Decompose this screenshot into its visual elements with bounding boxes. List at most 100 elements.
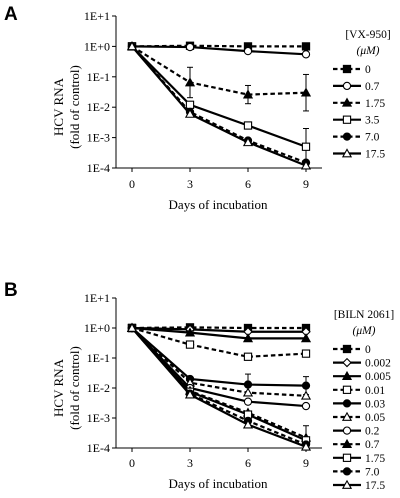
panel-b-data-point (242, 419, 254, 429)
panel-b-y-label-line-1: HCV RNA (51, 358, 66, 417)
panel-a-y-ticks: 1E+1 1E+0 1E-1 1E-2 1E-3 1E-4 (84, 9, 116, 175)
panel-a-data-point (301, 42, 311, 51)
panel-a-data-point (301, 50, 311, 59)
panel-b-series-line (131, 326, 307, 358)
panel-b-legend-item-0.005: 0.005 (333, 370, 391, 383)
panel-b-y-tick-label: 1E+1 (84, 291, 110, 305)
panel-a-y-tick-label: 1E-1 (87, 70, 110, 84)
panel-b-legend-label: 7.0 (365, 466, 380, 478)
panel-b-data-point (184, 327, 196, 337)
panel-b-series-17.5 (126, 322, 312, 451)
panel-b-data-point (126, 322, 138, 332)
panel-b-legend-item-17.5: 17.5 (333, 479, 385, 492)
panel-b-data-point (300, 333, 312, 343)
panel-b-data-point (243, 352, 253, 361)
panel-b-x-tick-label: 6 (245, 456, 251, 470)
panel-a-legend-label: 17.5 (365, 149, 385, 161)
panel-a-series-line (131, 45, 307, 148)
panel-a-x-ticks: 0 3 6 9 (129, 168, 309, 191)
panel-b-legend-marker (342, 344, 352, 354)
panel-a-series-3.5 (127, 42, 311, 166)
panel-a-series-line (131, 45, 307, 96)
panel-b-legend-label: 0.01 (365, 385, 385, 397)
panel-b-y-ticks: 1E+1 1E+0 1E-1 1E-2 1E-3 1E-4 (84, 291, 116, 455)
panel-b-legend-title-line-1: [BILN 2061] (334, 309, 394, 321)
panel-b-legend-title-line-2: (μM) (352, 325, 375, 337)
panel-a-y-tick-label: 1E-4 (87, 161, 110, 175)
panel-b-data-point (185, 340, 195, 349)
panel-b-legend-item-0.03: 0.03 (333, 398, 385, 410)
panel-b-legend-item-0.002: 0.002 (333, 358, 391, 370)
panel-b-y-label-line-2: (fold of control) (67, 346, 82, 430)
panel-b-legend-item-0.2: 0.2 (333, 426, 380, 438)
panel-b-x-tick-label: 9 (303, 456, 309, 470)
panel-a-data-point (243, 121, 253, 130)
panel-b-legend-marker (341, 411, 353, 421)
panel-a-legend-marker (341, 97, 353, 107)
panel-b-series-line (131, 326, 306, 333)
panel-b-legend-marker (341, 438, 353, 449)
panel-b-legend-item-1.75: 1.75 (333, 453, 385, 465)
panel-a-legend-label: 1.75 (365, 98, 385, 110)
panel-b-y-tick-label: 1E-4 (87, 441, 110, 455)
panel-a-data-point (184, 77, 196, 87)
panel-a-x-tick-label: 3 (187, 177, 193, 191)
panel-a-legend-title-line-1: [VX-950] (345, 29, 390, 41)
panel-b-data-point (184, 389, 196, 399)
panel-b-legend-item-0: 0 (333, 344, 371, 356)
panel-a-x-label: Days of incubation (169, 197, 268, 212)
panel-b-legend-label: 0.05 (365, 412, 385, 424)
panel-b-data-point (242, 333, 254, 343)
panel-a-letter: A (4, 4, 18, 25)
panel-a-series-1.75 (126, 41, 312, 112)
panel-a-legend-marker (342, 64, 352, 74)
panel-a-legend-items: 0 0.7 1.75 3.5 7.0 17.5 (333, 64, 385, 161)
panel-a-series-line (131, 44, 306, 48)
panel-b-legend-item-0.05: 0.05 (333, 411, 385, 424)
panel-b-legend-label: 0 (365, 344, 371, 356)
panel-b-legend-label: 0.7 (365, 439, 380, 451)
panel-b-x-ticks: 0 3 6 9 (129, 448, 309, 470)
panel-b-legend-marker (342, 426, 352, 435)
panel-a-legend-label: 7.0 (365, 132, 380, 144)
panel-a-legend-title-line-2: (μM) (356, 45, 379, 57)
panel-a-x-tick-label: 6 (245, 177, 251, 191)
panel-a-data-point (126, 41, 138, 51)
panel-a-series-line (131, 45, 307, 167)
panel-b-series-line (131, 327, 307, 439)
panel-a-y-tick-label: 1E-2 (87, 100, 110, 114)
panel-a-legend-marker (341, 148, 353, 158)
panel-a-data-point (300, 87, 312, 97)
panel-a-data-point (243, 46, 253, 56)
panel-b-series-line (131, 327, 307, 408)
panel-b-series (126, 322, 312, 451)
panel-b-legend-item-0.7: 0.7 (333, 438, 380, 451)
panel-b-legend-item-7.0: 7.0 (333, 466, 380, 478)
panel-b-x-tick-label: 0 (129, 456, 135, 470)
panel-b-data-point (301, 349, 311, 358)
panel-a-series (126, 41, 312, 170)
panel-b-legend-label: 1.75 (365, 453, 385, 465)
panel-b-series-line (131, 327, 307, 446)
panel-a-legend-item-0: 0 (333, 64, 371, 76)
panel-b-legend-label: 0.2 (365, 426, 380, 438)
panel-a-series-line (131, 45, 307, 164)
panel-a-y-tick-label: 1E-3 (87, 131, 110, 145)
panel-b-data-point (300, 390, 312, 400)
panel-b-axes (115, 298, 322, 449)
panel-a-data-point (242, 137, 254, 147)
panel-b-data-point (301, 381, 311, 390)
panel-a-legend-item-7.0: 7.0 (333, 132, 380, 144)
panel-b-legend-marker (342, 357, 352, 368)
panel-a-legend-item-0.7: 0.7 (333, 81, 380, 93)
panel-b-data-point (242, 387, 254, 397)
panel-a-y-label-line-1: HCV RNA (51, 77, 66, 136)
panel-a-legend-marker (342, 81, 352, 91)
panel-a-legend-label: 0.7 (365, 81, 380, 93)
panel-a-data-point (184, 108, 196, 118)
panel-a-legend-item-3.5: 3.5 (333, 115, 380, 127)
